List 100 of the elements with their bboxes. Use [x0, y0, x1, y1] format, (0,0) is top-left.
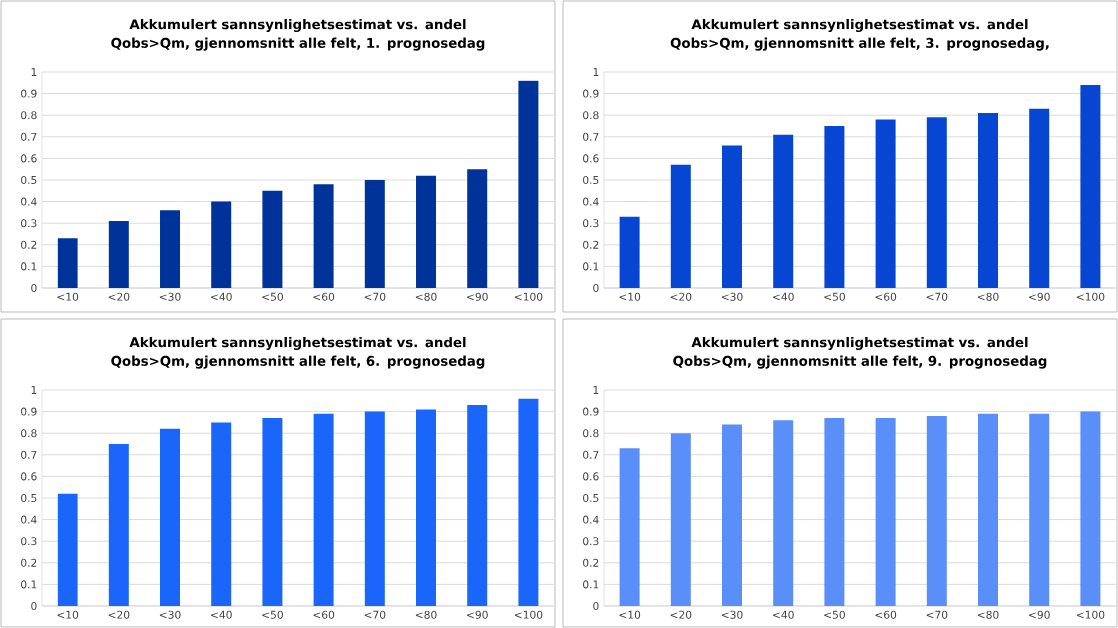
- bar: [416, 175, 437, 288]
- bar: [518, 398, 539, 606]
- x-tick-label: <80: [415, 610, 437, 619]
- x-tick-label: <60: [313, 610, 335, 619]
- bar: [773, 420, 794, 606]
- bar: [1080, 411, 1101, 606]
- bar: [364, 179, 385, 288]
- x-tick-label: <90: [467, 610, 488, 619]
- x-tick-label: <70: [364, 292, 386, 301]
- x-tick-label: <40: [211, 292, 232, 301]
- x-tick-label: <50: [262, 610, 283, 619]
- bar: [416, 409, 437, 606]
- bar: [875, 418, 896, 606]
- y-tick-label: 0: [593, 601, 599, 611]
- x-tick-label: <60: [313, 292, 335, 301]
- y-tick-label: 0.3: [21, 537, 37, 546]
- y-tick-label: 0.8: [583, 111, 599, 120]
- y-tick-label: 0.3: [21, 219, 37, 228]
- bar: [1080, 84, 1101, 288]
- x-tick-label: <70: [926, 610, 948, 619]
- y-tick-label: 0.4: [583, 197, 599, 206]
- x-tick-label: <100: [1076, 610, 1105, 619]
- x-tick-label: <80: [977, 292, 999, 301]
- x-tick-label: <30: [721, 610, 743, 619]
- bar: [57, 493, 78, 606]
- bar: [211, 422, 232, 606]
- x-tick-label: <20: [108, 292, 130, 301]
- bar: [160, 210, 181, 288]
- y-tick-label: 0: [31, 283, 37, 293]
- bar: [313, 184, 334, 288]
- x-tick-label: <10: [619, 292, 641, 301]
- bar: [875, 119, 896, 288]
- y-tick-label: 1: [593, 68, 599, 76]
- bar: [619, 216, 640, 288]
- x-tick-label: <40: [211, 610, 232, 619]
- bar: [108, 221, 129, 288]
- x-tick-label: <90: [467, 292, 488, 301]
- bar: [978, 413, 998, 606]
- y-tick-label: 0.7: [583, 450, 599, 459]
- bar: [108, 443, 129, 606]
- chart-title: Akkumulert sannsynlighetsestimat vs. andel Qobs>Qm, gjennomsnitt alle felt, 3. prognosedag,: [670, 18, 1049, 51]
- y-tick-label: 0.4: [21, 197, 37, 206]
- x-tick-label: <50: [824, 610, 845, 619]
- y-tick-label: 0.1: [583, 580, 599, 589]
- bar: [57, 238, 78, 288]
- bar: [824, 125, 845, 288]
- y-tick-label: 0.1: [21, 262, 37, 271]
- y-tick-label: 0.4: [583, 515, 599, 524]
- bar: [313, 413, 334, 606]
- chart-title: Akkumulert sannsynlighetsestimat vs. andel Qobs>Qm, gjennomsnitt alle felt, 9. prognosedag: [673, 336, 1047, 369]
- bar: [518, 80, 539, 288]
- y-tick-label: 0.7: [21, 450, 37, 459]
- bar: [670, 164, 691, 288]
- y-tick-label: 1: [31, 68, 37, 76]
- x-tick-label: <80: [977, 610, 999, 619]
- y-tick-label: 0.7: [583, 132, 599, 141]
- bar: [262, 190, 283, 288]
- y-tick-label: 0: [31, 601, 37, 611]
- x-tick-label: <100: [514, 610, 543, 619]
- bar: [467, 169, 488, 288]
- y-tick-label: 0.8: [21, 111, 37, 120]
- x-tick-label: <40: [773, 610, 794, 619]
- x-tick-label: <10: [57, 292, 79, 301]
- x-tick-label: <10: [57, 610, 79, 619]
- y-tick-label: 0.9: [21, 89, 37, 98]
- y-tick-label: 0.1: [21, 580, 37, 589]
- y-tick-label: 0.2: [21, 558, 37, 567]
- x-tick-label: <70: [364, 610, 386, 619]
- y-tick-label: 0: [593, 283, 599, 293]
- bar: [824, 418, 845, 606]
- y-tick-label: 0.5: [583, 175, 599, 185]
- y-tick-label: 1: [31, 386, 37, 394]
- y-tick-label: 0.9: [583, 407, 599, 416]
- x-tick-label: <100: [514, 292, 543, 301]
- x-tick-label: <20: [670, 610, 692, 619]
- y-tick-label: 0.2: [21, 240, 37, 249]
- y-tick-label: 0.2: [583, 558, 599, 567]
- bar: [926, 117, 947, 288]
- x-tick-label: <50: [824, 292, 845, 301]
- y-tick-label: 0.5: [21, 493, 37, 503]
- bar: [978, 113, 998, 288]
- bar: [262, 418, 283, 606]
- y-tick-label: 0.6: [583, 154, 599, 163]
- x-tick-label: <10: [619, 610, 641, 619]
- y-tick-label: 0.4: [21, 515, 37, 524]
- y-tick-label: 0.8: [21, 429, 37, 438]
- x-tick-label: <30: [159, 610, 181, 619]
- x-tick-label: <60: [875, 292, 897, 301]
- bar: [670, 433, 691, 606]
- y-tick-label: 0.7: [21, 132, 37, 141]
- y-tick-label: 0.3: [583, 219, 599, 228]
- y-tick-label: 0.8: [583, 429, 599, 438]
- x-tick-label: <70: [926, 292, 948, 301]
- chart-title: Akkumulert sannsynlighetsestimat vs. andel Qobs>Qm, gjennomsnitt alle felt, 6. prognosedag: [111, 336, 485, 369]
- x-tick-label: <20: [108, 610, 130, 619]
- y-tick-label: 0.6: [21, 472, 37, 481]
- x-tick-label: <100: [1076, 292, 1105, 301]
- bar: [722, 424, 743, 606]
- bar: [926, 415, 947, 606]
- y-tick-label: 0.2: [583, 240, 599, 249]
